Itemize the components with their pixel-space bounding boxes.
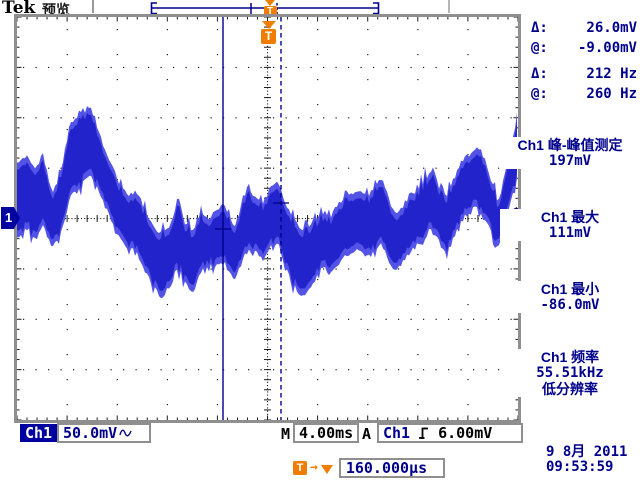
at-v-value: -9.00mV bbox=[577, 40, 637, 56]
record-window-left-bracket-icon bbox=[150, 2, 157, 15]
tek-logo: Tek bbox=[2, 0, 36, 18]
at-f-value: 260 Hz bbox=[586, 86, 637, 102]
channel-scale-value: 50.0mV bbox=[63, 424, 118, 442]
record-window-right-bracket-icon bbox=[373, 2, 380, 15]
trigger-delay-readout: T → 160.000µs bbox=[293, 458, 445, 478]
trigger-settings-box[interactable]: Ch1 6.00mV bbox=[377, 423, 523, 443]
channel1-badge[interactable]: Ch1 bbox=[20, 424, 57, 442]
date-label: 9 8月 2011 bbox=[546, 444, 628, 460]
trigger-level-value: 6.00mV bbox=[438, 424, 493, 442]
measurement-value: 197mV bbox=[548, 153, 592, 169]
main-timebase-label: M bbox=[281, 425, 291, 443]
measurement-pk2pk: Ch1 峰-峰值测定 197mV bbox=[500, 137, 640, 169]
measurement-note: 低分辨率 bbox=[542, 381, 598, 397]
at-v-label: @: bbox=[531, 40, 548, 56]
ac-coupling-wave-icon bbox=[119, 429, 132, 437]
record-trigger-position-marker[interactable]: T bbox=[263, 0, 277, 17]
trigger-position-marker[interactable]: T bbox=[261, 21, 276, 44]
trigger-t-icon: T bbox=[261, 29, 276, 44]
measurement-value: 111mV bbox=[548, 225, 592, 241]
arrow-down-icon bbox=[320, 465, 333, 474]
cursor-readouts: Δ: 26.0mV @: -9.00mV Δ: 212 Hz @: 260 Hz bbox=[531, 18, 637, 104]
trigger-arrow-icon bbox=[265, 0, 275, 6]
time-label: 09:53:59 bbox=[546, 459, 614, 475]
trigger-t-icon: T bbox=[293, 461, 307, 475]
measurement-frequency: Ch1 频率 55.51kHz 低分辨率 bbox=[500, 349, 640, 397]
measurement-max: Ch1 最大 111mV bbox=[500, 209, 640, 241]
timebase-box[interactable]: 4.00ms bbox=[293, 423, 360, 443]
measurement-value: 55.51kHz bbox=[536, 365, 604, 381]
trigger-arrow-icon bbox=[261, 21, 276, 29]
channel1-scale-box[interactable]: 50.0mV bbox=[57, 423, 151, 443]
delta-v-label: Δ: bbox=[531, 20, 548, 36]
waveform-display bbox=[17, 17, 518, 420]
rising-edge-icon bbox=[419, 427, 429, 439]
arrow-right-icon: → bbox=[310, 460, 318, 475]
at-f-label: @: bbox=[531, 86, 548, 102]
measurement-value: -86.0mV bbox=[540, 297, 600, 313]
graticule bbox=[14, 14, 521, 423]
trigger-t-icon: T bbox=[263, 6, 277, 17]
auto-trigger-label: A bbox=[362, 425, 372, 443]
datetime-display: 9 8月 2011 09:53:59 bbox=[546, 445, 638, 475]
measurement-label: Ch1 频率 bbox=[540, 349, 600, 365]
measurement-label: Ch1 最小 bbox=[540, 281, 600, 297]
delta-v-value: 26.0mV bbox=[586, 20, 637, 36]
delta-f-label: Δ: bbox=[531, 66, 548, 82]
measurement-label: Ch1 最大 bbox=[540, 209, 600, 225]
trigger-delay-box[interactable]: 160.000µs bbox=[338, 458, 445, 478]
measurement-label: Ch1 峰-峰值测定 bbox=[517, 137, 623, 153]
channel1-ground-marker[interactable]: 1 bbox=[1, 207, 20, 229]
measurement-min: Ch1 最小 -86.0mV bbox=[500, 281, 640, 313]
trigger-source: Ch1 bbox=[383, 424, 411, 442]
delta-f-value: 212 Hz bbox=[586, 66, 637, 82]
